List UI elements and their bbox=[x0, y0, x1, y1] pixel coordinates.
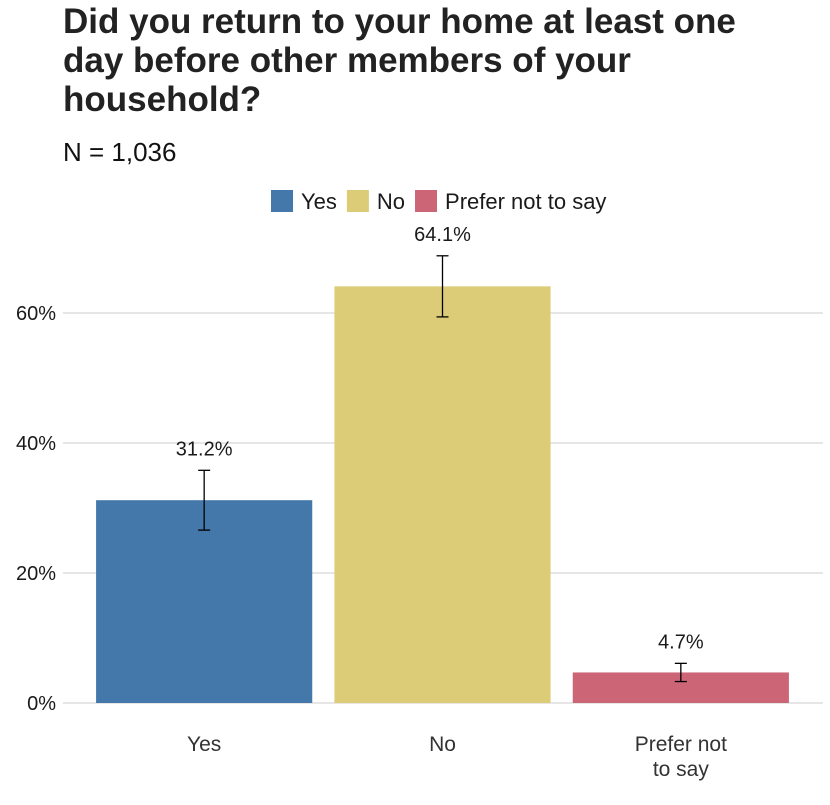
data-label: 4.7% bbox=[658, 631, 704, 653]
chart-title: Did you return to your home at least one… bbox=[63, 2, 736, 119]
y-tick-label: 60% bbox=[16, 303, 56, 325]
data-label: 31.2% bbox=[176, 438, 233, 460]
legend-swatch bbox=[415, 190, 438, 212]
legend-swatch bbox=[271, 190, 293, 212]
legend-label: Prefer not to say bbox=[445, 189, 606, 214]
y-tick-label: 40% bbox=[16, 433, 56, 455]
legend-label: No bbox=[377, 189, 405, 214]
x-tick-label: No bbox=[429, 733, 456, 756]
legend-label: Yes bbox=[301, 189, 337, 214]
legend-swatch bbox=[346, 190, 369, 212]
y-tick-label: 20% bbox=[16, 563, 56, 585]
bar bbox=[334, 286, 551, 703]
data-label: 64.1% bbox=[414, 224, 471, 246]
bar bbox=[96, 500, 313, 703]
chart-subtitle: N = 1,036 bbox=[63, 137, 177, 167]
y-tick-label: 0% bbox=[27, 693, 56, 715]
x-tick-label: Yes bbox=[187, 733, 222, 756]
x-tick-label: Prefer not to say bbox=[634, 733, 727, 781]
